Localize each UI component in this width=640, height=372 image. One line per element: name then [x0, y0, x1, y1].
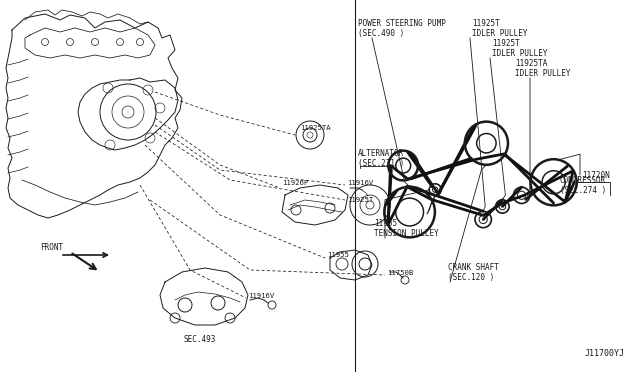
Text: (SEC.231 ): (SEC.231 ) [358, 159, 404, 168]
Text: 11955: 11955 [374, 219, 397, 228]
Text: 11926P: 11926P [282, 180, 308, 186]
Text: 11916V: 11916V [347, 180, 373, 186]
Text: 11925T: 11925T [492, 39, 520, 48]
Text: CRANK SHAFT: CRANK SHAFT [448, 263, 499, 272]
Text: 11925TA: 11925TA [300, 125, 331, 131]
Text: (SEC.490 ): (SEC.490 ) [358, 29, 404, 38]
Text: POWER STEERING PUMP: POWER STEERING PUMP [358, 19, 446, 28]
Text: 11916V: 11916V [248, 293, 275, 299]
Text: ALTERNATOR: ALTERNATOR [358, 149, 404, 158]
Text: FRONT: FRONT [40, 244, 63, 253]
Text: 11925T: 11925T [472, 19, 500, 28]
Text: IDLER PULLEY: IDLER PULLEY [515, 69, 570, 78]
Text: 11925TA: 11925TA [515, 59, 547, 68]
Text: 11955: 11955 [327, 252, 349, 258]
Text: IDLER PULLEY: IDLER PULLEY [472, 29, 527, 38]
Text: (SEC.120 ): (SEC.120 ) [448, 273, 494, 282]
Text: J11700YJ: J11700YJ [585, 349, 625, 358]
Text: 11750B: 11750B [387, 270, 413, 276]
Text: 11925T: 11925T [347, 197, 373, 203]
Text: SEC.493: SEC.493 [184, 336, 216, 344]
Text: TENSION PULLEY: TENSION PULLEY [374, 229, 439, 238]
Text: (SEC.274 ): (SEC.274 ) [560, 186, 606, 195]
Text: COMPRESSOR: COMPRESSOR [560, 176, 606, 185]
Text: IDLER PULLEY: IDLER PULLEY [492, 49, 547, 58]
Text: 11720N: 11720N [582, 170, 610, 180]
